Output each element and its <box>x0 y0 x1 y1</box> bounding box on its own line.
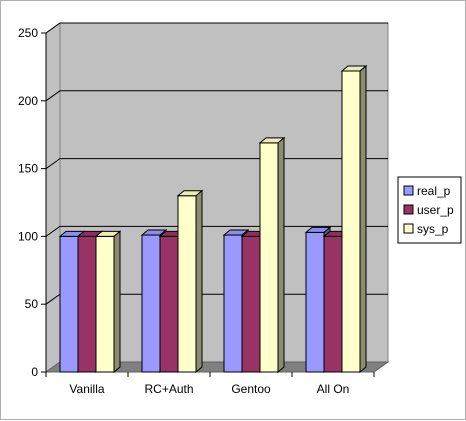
legend-label: real_p <box>417 184 451 198</box>
x-tick-label: All On <box>317 382 350 396</box>
bar-front <box>141 234 161 373</box>
y-axis-ticks: 0 50 100 150 200 250 <box>18 26 46 379</box>
gridline <box>45 22 388 34</box>
bar-front <box>259 142 279 373</box>
bar <box>176 189 204 374</box>
x-tick-label: Vanilla <box>69 382 104 396</box>
y-tick-label: 200 <box>18 94 38 108</box>
legend: real_p user_p sys_p <box>397 176 462 244</box>
x-tick-label: Gentoo <box>231 382 271 396</box>
side-wall <box>45 22 61 373</box>
bar <box>94 230 122 374</box>
bar-side <box>359 64 367 374</box>
bar-front <box>95 235 115 373</box>
bar-front <box>77 235 97 373</box>
bar-front <box>341 70 361 373</box>
y-tick-label: 250 <box>18 26 38 40</box>
x-tick-label: RC+Auth <box>144 382 193 396</box>
bar-side <box>195 189 203 374</box>
bar-front <box>305 231 325 373</box>
legend-swatch <box>403 185 414 196</box>
bar-front <box>223 234 243 373</box>
y-tick-label: 50 <box>25 297 39 311</box>
bar-side <box>113 230 121 374</box>
legend-label: user_p <box>417 203 454 217</box>
gridline <box>45 90 388 102</box>
bars <box>58 64 368 374</box>
y-tick-label: 100 <box>18 229 38 243</box>
x-axis-labels: Vanilla RC+Auth Gentoo All On <box>45 372 375 396</box>
bar-front <box>59 235 79 373</box>
legend-swatch <box>403 204 414 215</box>
bar-side <box>277 136 285 374</box>
bar-front <box>241 235 261 373</box>
bar <box>258 136 286 374</box>
legend-label: sys_p <box>417 222 449 236</box>
y-tick-label: 0 <box>31 365 38 379</box>
bar-front <box>323 235 343 373</box>
bar-front <box>159 235 179 373</box>
bar <box>340 64 368 374</box>
bar-front <box>177 195 197 373</box>
y-tick-label: 150 <box>18 162 38 176</box>
legend-swatch <box>403 223 414 234</box>
